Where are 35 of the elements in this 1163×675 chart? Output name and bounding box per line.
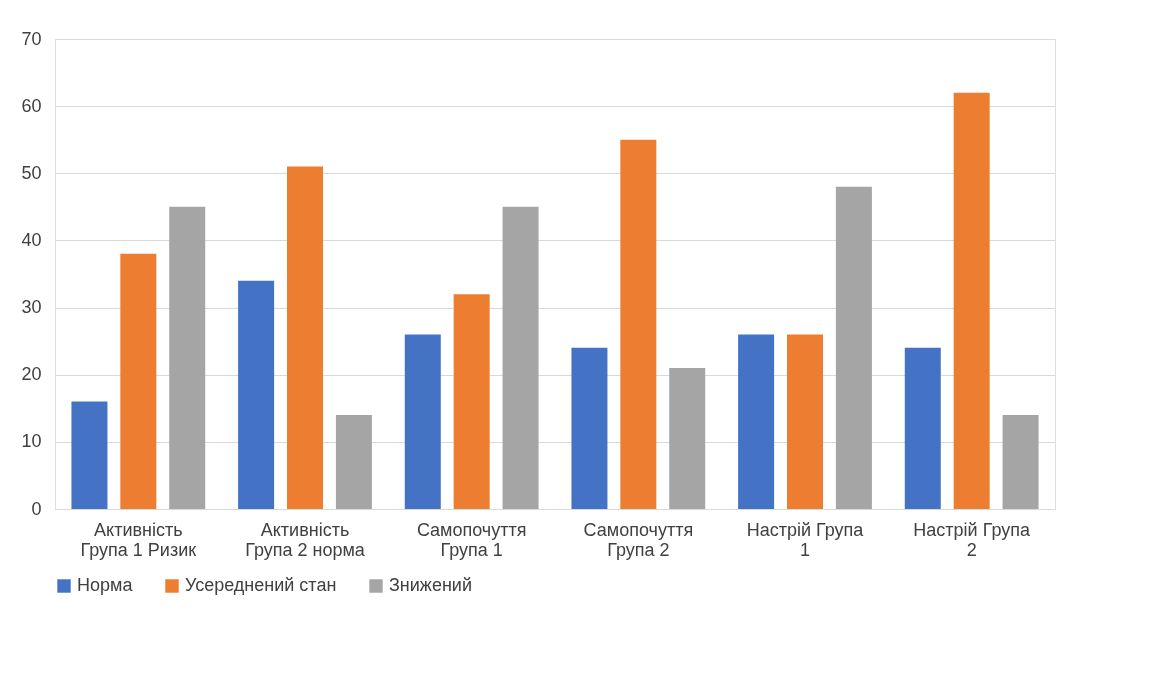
y-tick-label: 20: [21, 364, 42, 385]
bar: [120, 253, 157, 509]
bar: [335, 415, 372, 509]
bar: [238, 280, 275, 509]
x-tick-label: Самопочуття Група 1: [416, 519, 527, 560]
y-tick-label: 40: [21, 229, 42, 250]
y-tick-label: 60: [21, 95, 42, 116]
y-tick-label: 0: [31, 498, 42, 519]
y-tick-label: 10: [21, 431, 42, 452]
legend-label: Знижений: [389, 575, 472, 595]
legend-label: Усереднений стан: [185, 575, 337, 595]
bar: [71, 401, 108, 509]
x-tick-label: Самопочуття Група 2: [583, 519, 694, 560]
legend-label: Норма: [77, 575, 134, 595]
y-tick-label: 50: [21, 162, 42, 183]
x-tick-label: Настрій Група 2: [913, 519, 1031, 560]
bar: [287, 166, 323, 509]
x-tick-label: Настрій Група 1: [746, 519, 865, 560]
bar: [404, 334, 441, 509]
bar: [835, 186, 872, 509]
bar: [904, 347, 941, 509]
x-tick-label: Активність Група 2 норма: [245, 519, 366, 560]
bar: [953, 92, 990, 509]
bar: [738, 334, 775, 509]
bar: [620, 139, 657, 509]
y-tick-label: 70: [21, 28, 42, 49]
bar: [1002, 415, 1039, 509]
x-tick-label: Активність Група 1 Ризик: [80, 519, 197, 560]
bar: [787, 334, 823, 509]
bar: [669, 368, 706, 509]
bar: [453, 294, 490, 509]
bar: [502, 206, 539, 509]
bar: [169, 206, 206, 509]
bar: [571, 347, 608, 509]
y-tick-label: 30: [21, 297, 42, 318]
